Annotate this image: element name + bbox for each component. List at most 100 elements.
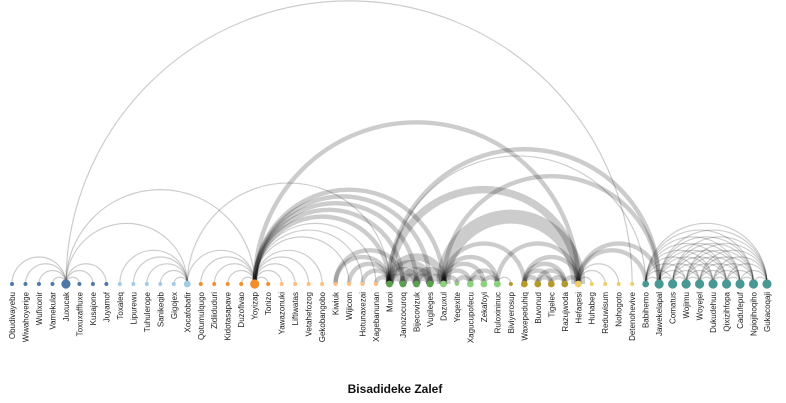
arc-link	[436, 209, 586, 285]
node-label: Qotumulqugo	[197, 291, 206, 340]
arc-link	[645, 263, 687, 285]
arc-link	[441, 268, 473, 285]
arc-link	[522, 254, 581, 285]
node-label: Razujwoda	[561, 291, 570, 331]
arc-link	[385, 185, 583, 285]
arc-link	[672, 263, 714, 285]
node-obudivayebu	[10, 282, 14, 286]
node-label: Vetahefozog	[305, 292, 314, 336]
node-label: Ruloxininuc	[493, 292, 502, 333]
node-vamekular	[50, 282, 55, 286]
node-label: Muroi	[386, 292, 395, 312]
arc-link	[712, 269, 741, 285]
arc-link	[213, 263, 256, 285]
node-dukudehuu	[708, 279, 718, 289]
node-label: Hotunaxezai	[359, 292, 368, 337]
arc-link	[385, 253, 448, 285]
node-label: Yoyizap	[251, 291, 260, 319]
arc-link	[399, 266, 434, 285]
arc-link	[725, 263, 768, 285]
arc-link	[645, 222, 768, 285]
node-label: Detenohevive	[628, 291, 637, 340]
node-wiwahoyerige	[23, 282, 28, 286]
node-tigelec	[547, 280, 555, 288]
arc-link	[658, 269, 687, 285]
arc-link	[441, 173, 662, 285]
node-label: Tonizo	[264, 291, 273, 315]
node-label: Jawekelapal	[655, 292, 664, 336]
node-label: Woyejel	[696, 292, 705, 321]
node-gekobangobo	[320, 282, 325, 286]
arc-link	[186, 182, 391, 285]
arc-link	[252, 214, 392, 285]
node-ruloxininuc	[493, 280, 501, 288]
node-label: Tuhulerope	[143, 291, 152, 332]
node-janozocuroq	[399, 280, 407, 288]
node-wojimu	[681, 279, 691, 289]
arc-link	[522, 268, 554, 285]
node-label: Qixizihfopa	[723, 291, 732, 331]
node-juyamof	[104, 282, 109, 286]
arc-link	[672, 249, 741, 285]
arc-link	[739, 269, 768, 285]
arc-link	[685, 256, 741, 285]
node-razujwoda	[561, 280, 569, 288]
arc-link	[468, 268, 500, 285]
arc-link	[712, 256, 768, 285]
node-label: Toxuxaffluxe	[75, 291, 84, 336]
arc-link	[252, 194, 433, 285]
arc-link	[712, 263, 755, 285]
arc-link	[385, 260, 434, 285]
node-muroi	[386, 280, 393, 288]
arc-link	[227, 269, 256, 285]
node-cadufepuf	[735, 279, 745, 289]
node-jawekelapal	[654, 279, 664, 289]
arc-link	[658, 256, 714, 285]
arc-link	[698, 249, 768, 285]
node-label: Babihemo	[642, 291, 651, 328]
arc-link	[254, 249, 323, 285]
node-wufixonir	[36, 282, 41, 286]
node-xagucupofecu	[466, 280, 474, 288]
arc-link	[387, 146, 662, 285]
node-label: Vugileges	[426, 292, 435, 327]
node-huhabeg	[589, 282, 594, 286]
node-juxucak	[61, 279, 71, 289]
node-ngiojihoqiho	[748, 279, 759, 289]
arc-link	[441, 254, 500, 285]
node-label: Vamekular	[48, 292, 57, 330]
node-kusajone	[90, 282, 95, 286]
arc-link	[119, 249, 188, 285]
arc-link	[200, 256, 256, 285]
node-label: Liftiwatas	[291, 292, 300, 325]
arc-link	[360, 268, 392, 285]
arc-link	[672, 236, 768, 285]
node-label: Xagebanunan	[372, 292, 381, 342]
node-label: Hefaqesi	[574, 292, 583, 324]
labels-layer: Obudivayebu Wiwahoyerige Wufixonir Vamekula…	[8, 291, 772, 343]
arc-link	[441, 261, 487, 285]
node-yawazonuki	[279, 282, 284, 286]
arc-link	[645, 229, 755, 285]
arc-link	[672, 256, 728, 285]
node-label: Huhabeg	[588, 292, 597, 324]
arc-link	[725, 269, 755, 285]
arc-link	[333, 248, 406, 285]
node-label: Cadufepuf	[736, 291, 745, 329]
arc-link	[385, 266, 421, 285]
node-label: Zidiiduduri	[210, 292, 219, 329]
arc-link	[698, 269, 728, 285]
node-lipurewu	[131, 282, 136, 286]
node-vugileges	[426, 280, 434, 288]
arc-link	[672, 269, 701, 285]
arc-link	[346, 261, 392, 285]
node-hotunaxezai	[360, 282, 365, 286]
node-label: Wijicom	[345, 292, 354, 320]
node-biviyerosup	[508, 282, 513, 286]
diagram-title: Bisadideke Zalef	[348, 382, 444, 396]
arc-link	[252, 207, 406, 285]
arc-link	[186, 249, 256, 285]
node-tonizo	[266, 282, 271, 286]
node-qotumulqugo	[198, 282, 203, 286]
